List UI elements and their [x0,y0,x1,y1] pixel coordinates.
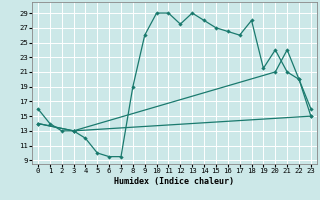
X-axis label: Humidex (Indice chaleur): Humidex (Indice chaleur) [115,177,234,186]
